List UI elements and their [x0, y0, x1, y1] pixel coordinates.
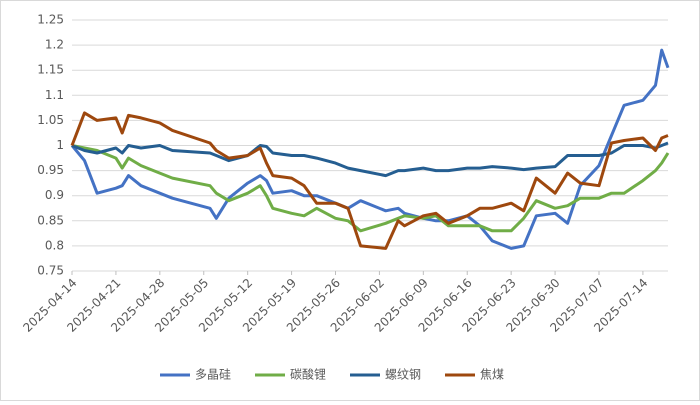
series-line — [71, 144, 670, 233]
series-line — [71, 141, 669, 178]
y-tick-label: 1.2 — [45, 38, 64, 52]
y-tick-label: 1 — [56, 138, 64, 152]
legend-label: 焦煤 — [480, 368, 504, 382]
legend-label: 碳酸锂 — [290, 367, 326, 382]
legend-label: 多晶硅 — [195, 368, 231, 382]
y-tick-label: 1.15 — [37, 63, 64, 77]
y-tick-label: 0.75 — [37, 264, 64, 278]
y-tick-label: 0.8 — [45, 238, 64, 252]
y-tick-label: 1.25 — [37, 13, 64, 27]
y-tick-label: 0.95 — [37, 163, 64, 177]
y-tick-label: 0.9 — [45, 188, 64, 202]
y-tick-label: 1.05 — [37, 113, 64, 127]
y-tick-label: 0.85 — [37, 213, 64, 227]
series-line — [70, 111, 669, 250]
series-line — [70, 48, 670, 250]
y-tick-label: 1.1 — [45, 88, 64, 102]
legend-label: 螺纹钢 — [385, 368, 421, 382]
